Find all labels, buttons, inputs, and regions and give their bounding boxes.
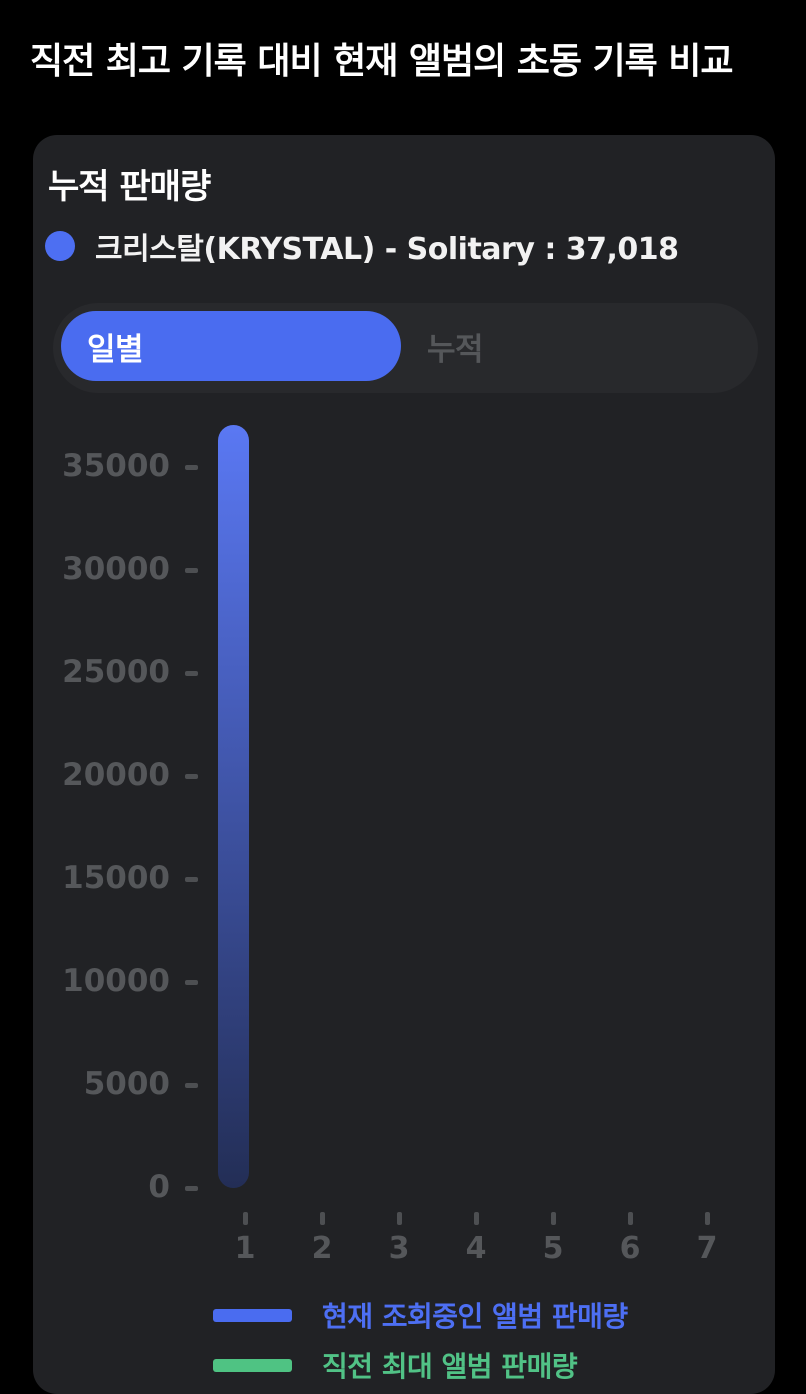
x-axis-tick-mark-icon bbox=[474, 1212, 479, 1225]
bar-day-1[interactable] bbox=[218, 425, 249, 1188]
sales-card: 누적 판매량 크리스탈(KRYSTAL) - Solitary : 37,018… bbox=[33, 135, 775, 1394]
y-axis-tick-mark-icon bbox=[185, 876, 198, 882]
legend-label: 현재 조회중인 앨범 판매량 bbox=[322, 1300, 628, 1333]
x-axis-tick-label: 4 bbox=[465, 1231, 487, 1266]
period-toggle[interactable]: 일별 누적 bbox=[53, 303, 758, 393]
y-axis-tick-label: 20000 bbox=[62, 756, 170, 793]
x-axis-tick-label: 3 bbox=[388, 1231, 410, 1266]
y-axis-tick-mark-icon bbox=[185, 670, 198, 676]
y-axis-tick-label: 30000 bbox=[62, 550, 170, 587]
x-axis-tick-label: 1 bbox=[234, 1231, 256, 1266]
x-axis-tick-label: 6 bbox=[619, 1231, 641, 1266]
y-axis-tick-label: 10000 bbox=[62, 962, 170, 999]
series-dot-icon bbox=[45, 231, 75, 261]
toggle-option-daily[interactable]: 일별 bbox=[61, 311, 401, 381]
x-axis-tick-mark-icon bbox=[628, 1212, 633, 1225]
y-axis-tick-mark-icon bbox=[185, 567, 198, 573]
y-axis-tick-mark-icon bbox=[185, 979, 198, 985]
card-title: 누적 판매량 bbox=[48, 167, 211, 207]
y-axis-tick-mark-icon bbox=[185, 1082, 198, 1088]
series-label: 크리스탈(KRYSTAL) - Solitary : 37,018 bbox=[95, 232, 679, 267]
legend-item: 직전 최대 앨범 판매량 bbox=[213, 1347, 578, 1383]
x-axis-tick-label: 5 bbox=[542, 1231, 564, 1266]
x-axis: 1 2 3 4 5 6 7 bbox=[33, 1188, 775, 1278]
x-axis-tick-mark-icon bbox=[551, 1212, 556, 1225]
y-axis-tick-mark-icon bbox=[185, 464, 198, 470]
legend-swatch-icon bbox=[213, 1358, 292, 1372]
x-axis-tick-mark-icon bbox=[397, 1212, 402, 1225]
y-axis-tick-label: 25000 bbox=[62, 653, 170, 690]
legend-item: 현재 조회중인 앨범 판매량 bbox=[213, 1297, 628, 1333]
x-axis-tick-mark-icon bbox=[320, 1212, 325, 1225]
y-axis-tick-label: 15000 bbox=[62, 859, 170, 896]
y-axis-tick-mark-icon bbox=[185, 773, 198, 779]
bar-chart: 0 5000 10000 15000 20000 25000 30000 35000 bbox=[33, 425, 775, 1205]
x-axis-tick-label: 7 bbox=[696, 1231, 718, 1266]
series-legend-row: 크리스탈(KRYSTAL) - Solitary : 37,018 bbox=[45, 230, 679, 267]
legend-swatch-icon bbox=[213, 1308, 292, 1322]
x-axis-tick-mark-icon bbox=[705, 1212, 710, 1225]
page-title: 직전 최고 기록 대비 현재 앨범의 초동 기록 비교 bbox=[30, 41, 734, 82]
y-axis-tick-label: 5000 bbox=[83, 1065, 170, 1102]
toggle-option-cumulative[interactable]: 누적 bbox=[427, 331, 484, 368]
legend-label: 직전 최대 앨범 판매량 bbox=[322, 1350, 578, 1383]
y-axis-tick-label: 0 bbox=[148, 1169, 170, 1205]
x-axis-tick-mark-icon bbox=[243, 1212, 248, 1225]
x-axis-tick-label: 2 bbox=[311, 1231, 333, 1266]
y-axis-tick-mark-icon bbox=[185, 1186, 198, 1191]
y-axis-tick-label: 35000 bbox=[62, 447, 170, 484]
